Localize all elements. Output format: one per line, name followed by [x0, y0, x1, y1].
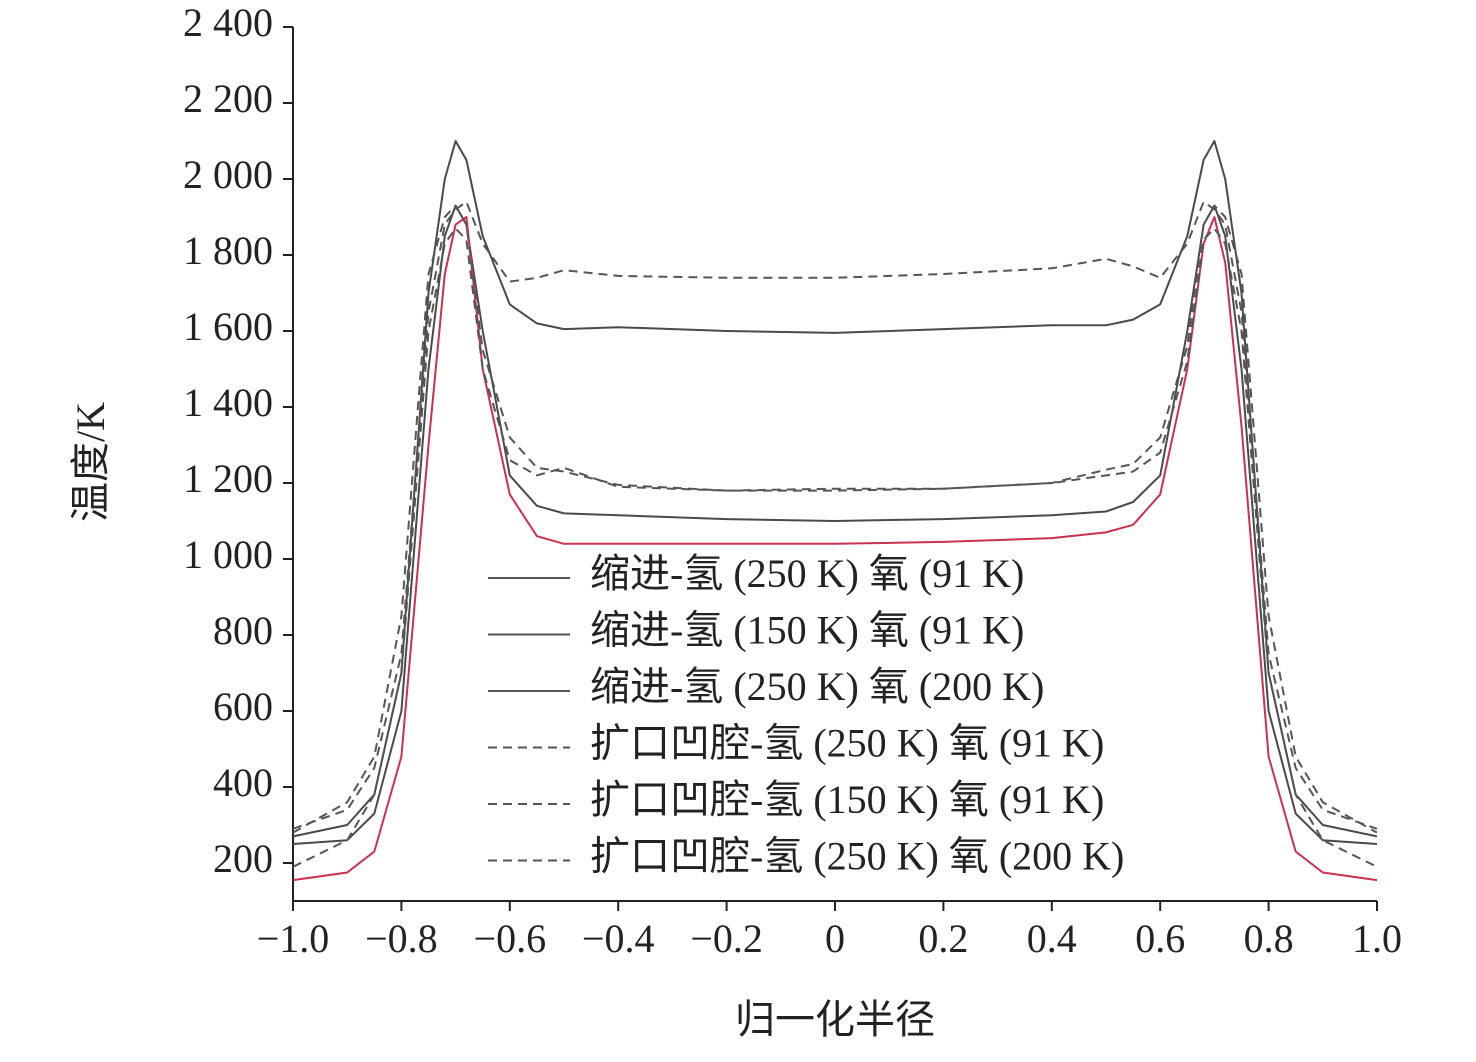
x-tick-label: 0.6: [1135, 916, 1185, 961]
y-tick-label: 2 000: [183, 152, 273, 197]
y-tick-label: 400: [213, 760, 273, 805]
legend-label: 缩进-氢 (250 K) 氧 (200 K): [590, 664, 1044, 709]
x-tick-label: −0.2: [690, 916, 763, 961]
y-tick-label: 2 400: [183, 0, 273, 45]
x-tick-label: 0: [825, 916, 845, 961]
x-tick-label: 0.4: [1027, 916, 1077, 961]
legend-label: 扩口凹腔-氢 (150 K) 氧 (91 K): [590, 777, 1104, 822]
y-tick-label: 2 200: [183, 76, 273, 121]
x-tick-label: −1.0: [257, 916, 330, 961]
y-tick-label: 1 200: [183, 456, 273, 501]
series-line: [292, 140, 1378, 838]
x-tick-label: 1.0: [1352, 916, 1402, 961]
x-tick-label: −0.4: [582, 916, 655, 961]
legend-label: 缩进-氢 (150 K) 氧 (91 K): [590, 608, 1024, 653]
y-axis-label: 温度/K: [68, 402, 113, 522]
series-line: [292, 216, 1378, 882]
x-tick-label: 0.8: [1244, 916, 1294, 961]
series-line: [292, 227, 1378, 868]
y-tick-label: 600: [213, 684, 273, 729]
y-tick-label: 800: [213, 608, 273, 653]
y-tick-label: 1 800: [183, 228, 273, 273]
x-tick-label: −0.8: [365, 916, 438, 961]
x-axis-label: 归一化半径: [735, 997, 935, 1042]
legend-label: 扩口凹腔-氢 (250 K) 氧 (91 K): [590, 721, 1104, 766]
x-tick-label: 0.2: [918, 916, 968, 961]
y-tick-label: 1 000: [183, 532, 273, 577]
y-tick-label: 1 600: [183, 304, 273, 349]
x-tick-label: −0.6: [474, 916, 547, 961]
legend-label: 缩进-氢 (250 K) 氧 (91 K): [590, 551, 1024, 596]
y-tick-label: 200: [213, 836, 273, 881]
series-line: [292, 204, 1378, 845]
legend-label: 扩口凹腔-氢 (250 K) 氧 (200 K): [590, 834, 1124, 879]
y-tick-label: 1 400: [183, 380, 273, 425]
